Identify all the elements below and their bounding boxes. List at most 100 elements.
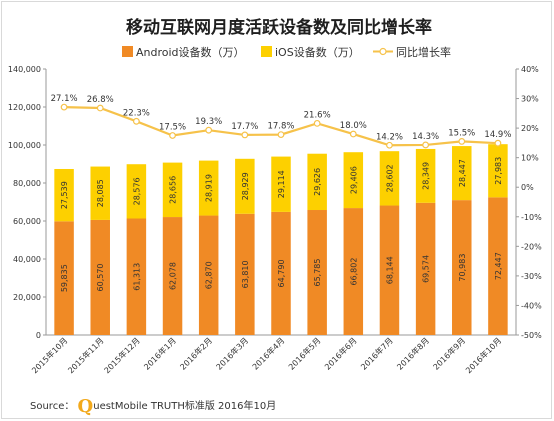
android-value-label: 64,790: [277, 259, 286, 287]
android-value-label: 65,785: [313, 259, 322, 287]
growth-rate-point: [277, 131, 285, 139]
growth-rate-point: [132, 117, 140, 125]
legend: Android设备数（万） iOS设备数（万） 同比增长率: [122, 45, 451, 59]
android-bar: [343, 208, 364, 335]
right-tick-label: 40%: [521, 65, 539, 74]
legend-swatch-growth-marker: [379, 47, 387, 56]
android-value-label: 72,447: [494, 252, 503, 280]
ios-value-label: 28,447: [458, 159, 467, 187]
growth-rate-label: 14.2%: [376, 132, 403, 142]
source-text: uestMobile TRUTH标准版 2016年10月: [93, 401, 277, 412]
x-tick-label: 2016年5月: [286, 335, 322, 371]
left-tick-label: 40,000: [13, 255, 41, 264]
x-tick-label: 2015年11月: [66, 335, 106, 375]
x-tick-label: 2015年10月: [30, 335, 70, 375]
ios-value-label: 28,085: [96, 179, 105, 207]
android-bar: [90, 219, 110, 335]
android-value-label: 68,144: [385, 256, 394, 284]
android-bar: [271, 211, 291, 335]
growth-rate-point: [60, 103, 68, 111]
left-tick-label: 140,000: [8, 65, 41, 74]
chart-title: 移动互联网月度活跃设备数及同比增长率: [126, 17, 432, 38]
right-tick-label: -20%: [521, 242, 542, 251]
growth-rate-point: [458, 138, 466, 145]
ios-bar: [415, 148, 436, 203]
android-bar: [162, 217, 183, 335]
growth-rate-point: [422, 141, 430, 149]
legend-label-growth: 同比增长率: [396, 45, 451, 59]
legend-swatch-android: [122, 46, 133, 57]
ios-bar: [379, 151, 400, 206]
android-value-label: 60,570: [96, 263, 105, 291]
right-tick-label: -10%: [521, 213, 542, 222]
growth-rate-label: 14.3%: [412, 132, 439, 142]
android-value-label: 62,078: [169, 262, 178, 290]
left-tick-label: 20,000: [13, 293, 41, 302]
growth-rate-label: 22.3%: [123, 108, 150, 118]
ios-value-label: 28,576: [132, 177, 141, 205]
ios-value-label: 28,929: [241, 172, 250, 200]
growth-rate-point: [386, 141, 393, 149]
growth-line-layer: 27.1% 26.8% 22.3% 17.5% 19.3% 17.7% 17.8% 21.6%…: [51, 94, 511, 149]
left-tick-label: 0: [36, 331, 41, 340]
android-value-label: 59,835: [60, 264, 69, 292]
ios-value-label: 27,983: [494, 157, 503, 185]
android-bar: [379, 205, 400, 335]
ios-bar: [90, 166, 110, 220]
growth-rate-label: 17.5%: [159, 123, 186, 133]
ios-value-label: 28,349: [422, 162, 431, 190]
growth-rate-label: 14.9%: [484, 130, 511, 140]
android-bar: [488, 197, 508, 335]
android-bar: [198, 215, 219, 335]
android-value-label: 63,810: [241, 260, 250, 288]
ios-bar: [452, 146, 472, 201]
left-tick-label: 100,000: [8, 141, 41, 150]
ios-value-label: 29,626: [313, 168, 322, 196]
x-tick-label: 2016年4月: [250, 335, 286, 371]
right-tick-label: 30%: [521, 95, 539, 104]
android-bar: [307, 210, 327, 335]
android-value-label: 69,574: [422, 255, 431, 283]
bars: 59,835 27,539 60,570 28,085 61,313 28,576 62,0…: [54, 144, 508, 335]
questmobile-logo-letter: Q: [77, 396, 94, 417]
x-tick-label: 2015年12月: [102, 335, 142, 375]
right-tick-label: 10%: [521, 154, 539, 163]
x-tick-label: 2016年3月: [214, 335, 250, 371]
ios-value-label: 29,114: [277, 170, 286, 198]
ios-bar: [198, 160, 219, 216]
ios-bar: [235, 158, 255, 214]
x-tick-label: 2016年6月: [322, 335, 358, 371]
growth-rate-label: 17.7%: [231, 122, 258, 132]
android-bar: [54, 221, 74, 335]
ios-bar: [271, 156, 291, 212]
growth-rate-point: [313, 119, 321, 127]
legend-label-ios: iOS设备数（万）: [275, 45, 360, 59]
legend-label-android: Android设备数（万）: [136, 45, 245, 59]
android-value-label: 61,313: [132, 263, 141, 291]
x-tick-label: 2016年8月: [395, 335, 431, 371]
ios-bar: [54, 168, 74, 222]
ios-value-label: 28,656: [169, 176, 178, 204]
x-tick-label: 2016年1月: [142, 335, 178, 371]
x-tick-label: 2016年10月: [463, 335, 503, 375]
growth-rate-label: 19.3%: [195, 117, 222, 127]
growth-rate-label: 15.5%: [448, 128, 475, 138]
x-tick-label: 2016年9月: [431, 335, 467, 371]
x-tick-label: 2016年7月: [358, 335, 394, 371]
right-tick-label: 20%: [521, 124, 539, 133]
android-bar: [126, 218, 147, 335]
android-value-label: 66,802: [349, 258, 358, 286]
ios-value-label: 27,539: [60, 181, 69, 209]
right-tick-label: 0%: [521, 183, 534, 192]
growth-rate-point: [96, 104, 104, 112]
ios-bar: [307, 153, 327, 211]
growth-rate-point: [241, 131, 249, 139]
growth-rate-point: [349, 130, 357, 138]
growth-rate-label: 21.6%: [304, 110, 331, 120]
growth-rate-label: 26.8%: [87, 95, 114, 105]
left-tick-label: 80,000: [13, 179, 41, 188]
left-tick-label: 60,000: [13, 217, 41, 226]
left-tick-label: 120,000: [8, 103, 41, 112]
